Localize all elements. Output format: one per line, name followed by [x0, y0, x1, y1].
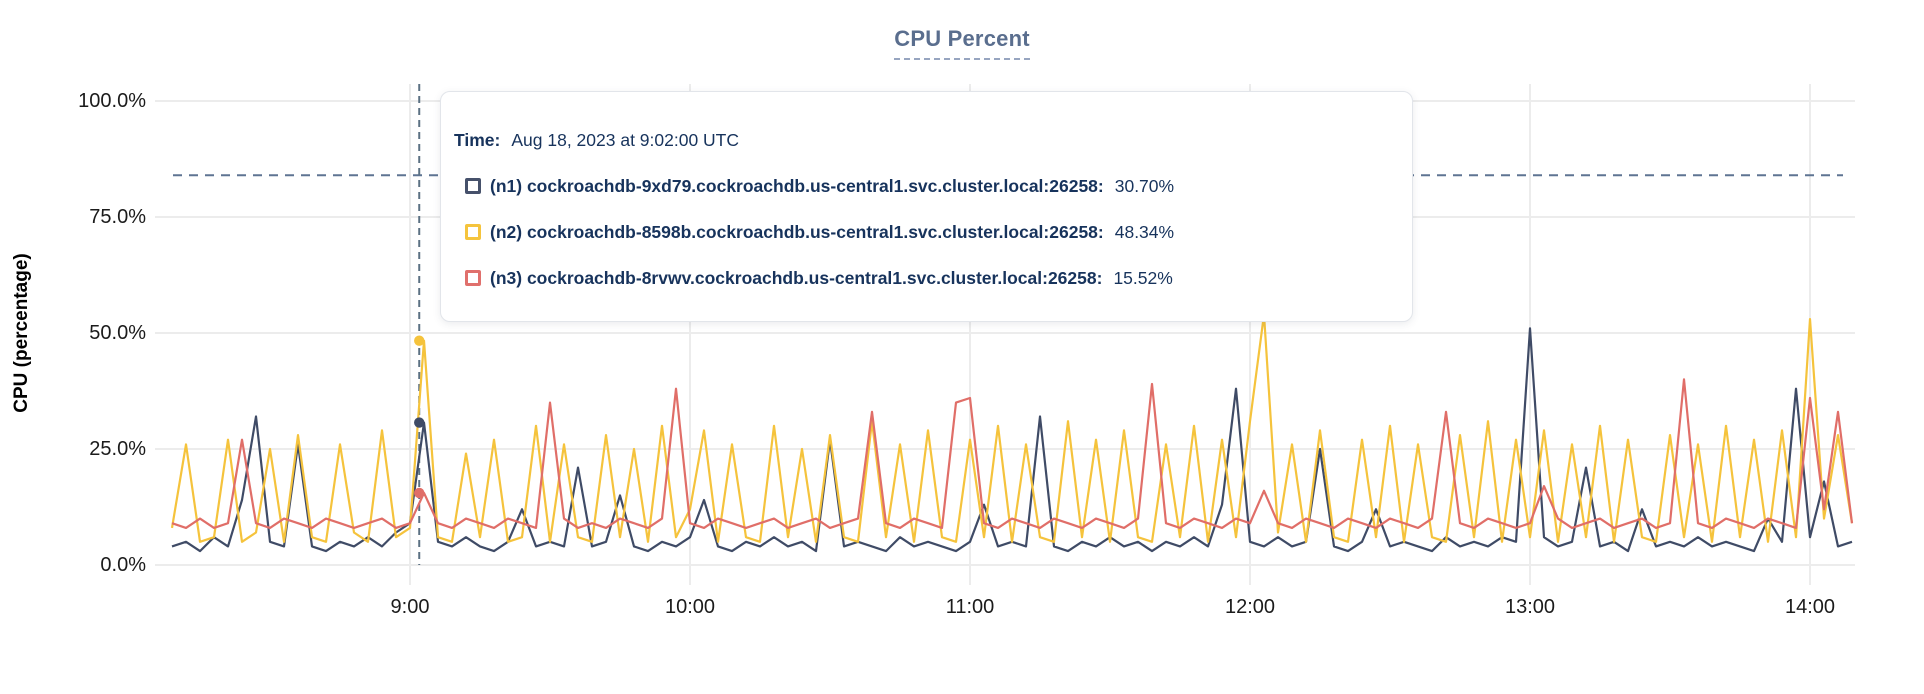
chart-title: CPU Percent — [894, 26, 1030, 60]
hover-dot-n1 — [414, 417, 425, 428]
x-tick-label: 10:00 — [664, 596, 716, 618]
hover-dot-n2 — [414, 335, 425, 346]
tooltip-series-label: (n2) cockroachdb-8598b.cockroachdb.us-ce… — [490, 221, 1104, 242]
y-tick-label: 25.0% — [89, 438, 146, 460]
series-line-n2 — [170, 313, 1854, 543]
tooltip-series-row-n2: (n2) cockroachdb-8598b.cockroachdb.us-ce… — [441, 209, 1412, 255]
x-tick-label: 12:00 — [1224, 596, 1276, 618]
tooltip-series-value: 48.34% — [1114, 221, 1175, 242]
legend-square-icon — [465, 224, 481, 240]
tooltip-series-label: (n1) cockroachdb-9xd79.cockroachdb.us-ce… — [490, 175, 1104, 196]
legend-square-icon — [465, 178, 481, 194]
y-tick-label: 100.0% — [78, 90, 146, 112]
tooltip-time-value: Aug 18, 2023 at 9:02:00 UTC — [511, 129, 740, 150]
tooltip-series-value: 15.52% — [1113, 267, 1173, 288]
x-tick-label: 9:00 — [390, 596, 430, 618]
tooltip-series-row-n1: (n1) cockroachdb-9xd79.cockroachdb.us-ce… — [441, 163, 1412, 209]
hover-dot-n3 — [414, 487, 425, 499]
tooltip-series-rows: (n1) cockroachdb-9xd79.cockroachdb.us-ce… — [441, 163, 1412, 301]
series-line-n3 — [171, 378, 1854, 529]
chart-title-wrap: CPU Percent — [0, 26, 1924, 60]
y-tick-label: 75.0% — [89, 206, 146, 228]
tooltip-series-row-n3: (n3) cockroachdb-8rvwv.cockroachdb.us-ce… — [441, 255, 1412, 301]
hover-tooltip: Time: Aug 18, 2023 at 9:02:00 UTC (n1) c… — [440, 91, 1413, 322]
legend-square-icon — [465, 270, 481, 286]
x-tick-label: 11:00 — [945, 596, 995, 618]
y-tick-label: 50.0% — [89, 322, 146, 344]
x-tick-label: 13:00 — [1504, 596, 1556, 618]
x-tick-label: 14:00 — [1784, 596, 1836, 618]
tooltip-time-label: Time: — [454, 129, 501, 150]
tooltip-series-value: 30.70% — [1114, 175, 1175, 196]
tooltip-time-row: Time: Aug 18, 2023 at 9:02:00 UTC — [441, 117, 1412, 163]
y-tick-label: 0.0% — [100, 554, 146, 576]
tooltip-series-label: (n3) cockroachdb-8rvwv.cockroachdb.us-ce… — [490, 267, 1103, 288]
